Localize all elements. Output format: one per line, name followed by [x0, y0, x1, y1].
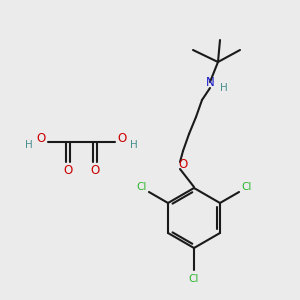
Text: O: O: [63, 164, 73, 176]
Text: Cl: Cl: [242, 182, 252, 193]
Text: O: O: [90, 164, 100, 176]
Text: Cl: Cl: [136, 182, 146, 193]
Text: H: H: [25, 140, 33, 150]
Text: H: H: [220, 83, 228, 93]
Text: O: O: [117, 133, 127, 146]
Text: O: O: [36, 133, 46, 146]
Text: H: H: [130, 140, 138, 150]
Text: N: N: [206, 76, 214, 88]
Text: O: O: [178, 158, 188, 172]
Text: Cl: Cl: [189, 274, 199, 284]
